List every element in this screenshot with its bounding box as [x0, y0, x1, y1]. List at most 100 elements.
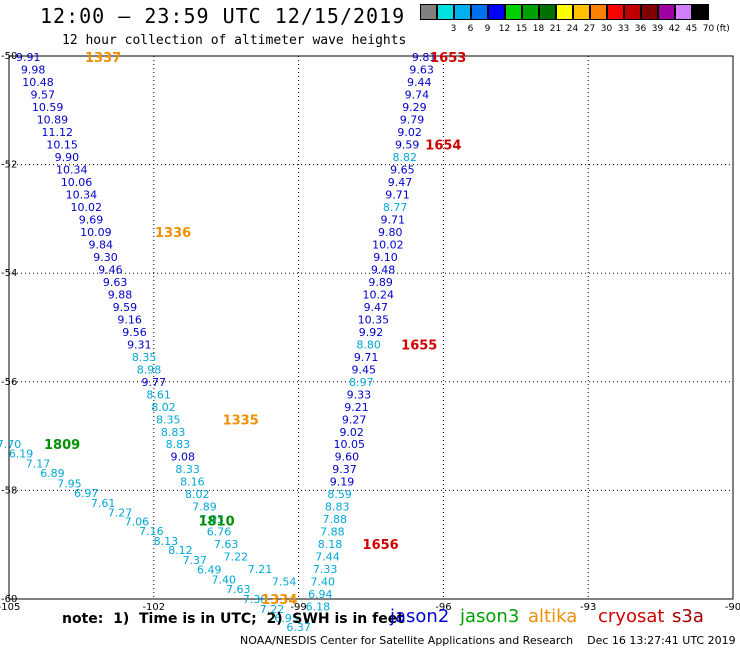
swh-value: 8.82: [393, 151, 418, 164]
scale-label: 9: [484, 24, 491, 34]
lon-tick-label: -102: [142, 602, 165, 613]
scale-swatch: [488, 4, 505, 20]
satellite-cryosat: cryosat: [598, 606, 665, 627]
swh-value: 8.18: [318, 538, 343, 551]
scale-swatch: [590, 4, 607, 20]
swh-value: 8.83: [325, 501, 350, 514]
swh-value: 9.10: [373, 251, 398, 264]
map-frame: [8, 55, 734, 600]
lon-tick-label: -99: [290, 602, 306, 613]
swh-value: 9.71: [385, 188, 410, 201]
scale-swatch: [522, 4, 539, 20]
swh-value: 9.48: [371, 263, 396, 276]
swh-value: 7.27: [108, 507, 133, 520]
swh-value: 9.56: [122, 326, 147, 339]
swh-value: 6.18: [306, 601, 331, 614]
swh-value: 9.19: [330, 476, 355, 489]
swh-value: 8.61: [146, 388, 171, 401]
swh-value: 7.17: [26, 457, 51, 470]
swh-value: 9.63: [409, 64, 434, 77]
scale-label: 39: [651, 24, 664, 34]
swh-value: 10.24: [362, 288, 394, 301]
swh-value: 9.79: [400, 114, 425, 127]
swh-value: 7.03: [199, 513, 224, 526]
map-title: 12:00 – 23:59 UTC 12/15/2019: [40, 4, 406, 28]
note-text: note: 1) Time is in UTC; 2) SWH is in fe…: [62, 611, 404, 627]
scale-swatch: [556, 4, 573, 20]
scale-swatch: [675, 4, 692, 20]
scale-label: 24: [566, 24, 579, 34]
swh-value: 7.21: [248, 563, 273, 576]
swh-value: 10.02: [372, 238, 404, 251]
swh-value: 6.49: [197, 564, 222, 577]
satellite-altika: altika: [528, 606, 578, 627]
satellite-jason3: jason3: [460, 606, 520, 627]
swh-value: 7.63: [214, 538, 239, 551]
swh-value: 10.59: [32, 101, 64, 114]
swh-value: 9.30: [93, 251, 118, 264]
swh-value: 9.92: [359, 326, 384, 339]
swh-value: 9.08: [171, 451, 196, 464]
swh-value: 9.77: [142, 376, 167, 389]
scale-label: 15: [515, 24, 528, 34]
lat-tick-label: -50: [1, 51, 17, 62]
swh-value: 7.54: [272, 576, 297, 589]
swh-value: 11.12: [42, 126, 74, 139]
swh-value: 8.83: [161, 426, 186, 439]
pass-time-label: 1335: [223, 413, 259, 428]
swh-value: 9.63: [103, 276, 128, 289]
swh-value: 9.81: [412, 51, 437, 64]
lat-tick-label: -56: [1, 377, 17, 388]
swh-value: 9.84: [88, 238, 113, 251]
lat-tick-label: -54: [1, 268, 17, 279]
swh-value: 9.16: [117, 313, 142, 326]
scale-label: 3: [450, 24, 457, 34]
swh-value: 7.89: [192, 501, 217, 514]
swh-value: 8.77: [383, 201, 408, 214]
swh-value: 10.89: [37, 114, 69, 127]
swh-value: 8.59: [327, 488, 352, 501]
swh-value: 8.97: [349, 376, 374, 389]
swh-value: 6.19: [9, 447, 34, 460]
swh-value: 9.89: [368, 276, 393, 289]
swh-value: 9.60: [335, 451, 360, 464]
scale-swatch: [454, 4, 471, 20]
swh-value: 9.90: [55, 151, 80, 164]
swh-value: 8.16: [180, 476, 205, 489]
swh-value: 10.15: [46, 139, 78, 152]
swh-value: 8.83: [166, 438, 191, 451]
swh-value: 7.06: [125, 515, 150, 528]
scale-label: 33: [617, 24, 630, 34]
satellite-jason2: jason2: [390, 606, 450, 627]
swh-value: 6.95: [274, 612, 299, 625]
swh-value: 9.65: [390, 163, 415, 176]
swh-value: 7.40: [310, 576, 335, 589]
swh-value: 9.80: [378, 226, 403, 239]
scale-label: 21: [549, 24, 562, 34]
swh-value: 7.88: [323, 513, 348, 526]
swh-value: 10.34: [66, 188, 98, 201]
lon-tick-label: -90: [725, 602, 740, 613]
swh-value: 9.71: [380, 213, 405, 226]
swh-value: 10.05: [334, 438, 366, 451]
swh-value: 8.35: [132, 351, 157, 364]
swh-value: 9.71: [354, 351, 379, 364]
scale-label: 27: [583, 24, 596, 34]
pass-time-label: 1336: [155, 226, 191, 241]
swh-value: 8.02: [185, 488, 210, 501]
swh-value: 9.59: [113, 301, 138, 314]
scale-label: 36: [634, 24, 647, 34]
scale-label: 12: [498, 24, 511, 34]
swh-value: 6.89: [40, 467, 65, 480]
pass-time-label: 1810: [198, 514, 234, 529]
pass-time-label: 1656: [363, 538, 399, 553]
swh-value: 9.02: [339, 426, 364, 439]
swh-value: 7.37: [183, 554, 208, 567]
swh-value: 8.80: [356, 338, 381, 351]
swh-value: 10.02: [70, 201, 102, 214]
swh-value: 7.44: [315, 551, 340, 564]
scale-label: 30: [600, 24, 613, 34]
swh-value: 9.47: [388, 176, 413, 189]
swh-value: 7.22: [224, 551, 249, 564]
scale-swatch: [471, 4, 488, 20]
